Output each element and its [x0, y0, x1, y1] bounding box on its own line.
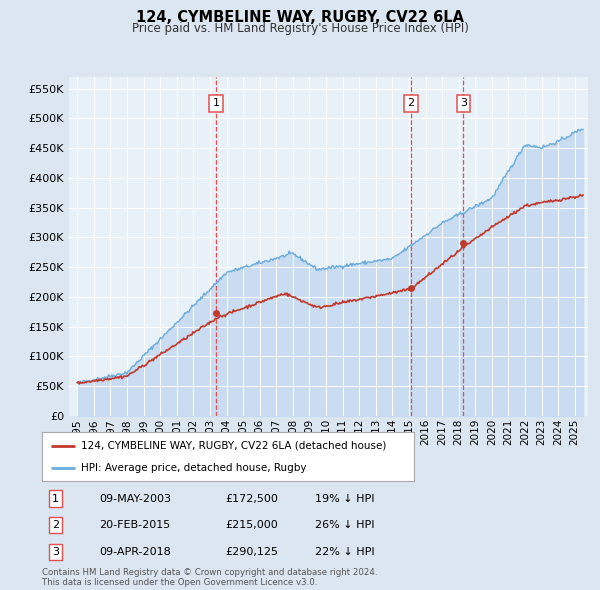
Text: 124, CYMBELINE WAY, RUGBY, CV22 6LA (detached house): 124, CYMBELINE WAY, RUGBY, CV22 6LA (det… — [81, 441, 386, 451]
Text: 2: 2 — [407, 99, 415, 109]
Text: 22% ↓ HPI: 22% ↓ HPI — [315, 547, 374, 556]
Text: 1: 1 — [212, 99, 220, 109]
Text: £290,125: £290,125 — [225, 547, 278, 556]
Text: Contains HM Land Registry data © Crown copyright and database right 2024.
This d: Contains HM Land Registry data © Crown c… — [42, 568, 377, 587]
Text: £172,500: £172,500 — [225, 494, 278, 503]
Text: 124, CYMBELINE WAY, RUGBY, CV22 6LA: 124, CYMBELINE WAY, RUGBY, CV22 6LA — [136, 10, 464, 25]
Text: 20-FEB-2015: 20-FEB-2015 — [99, 520, 170, 530]
Text: 26% ↓ HPI: 26% ↓ HPI — [315, 520, 374, 530]
Text: £215,000: £215,000 — [225, 520, 278, 530]
Text: 09-MAY-2003: 09-MAY-2003 — [99, 494, 171, 503]
Text: Price paid vs. HM Land Registry's House Price Index (HPI): Price paid vs. HM Land Registry's House … — [131, 22, 469, 35]
Text: 2: 2 — [52, 520, 59, 530]
Text: 09-APR-2018: 09-APR-2018 — [99, 547, 171, 556]
Text: HPI: Average price, detached house, Rugby: HPI: Average price, detached house, Rugb… — [81, 463, 307, 473]
Text: 1: 1 — [52, 494, 59, 503]
Text: 19% ↓ HPI: 19% ↓ HPI — [315, 494, 374, 503]
Text: 3: 3 — [460, 99, 467, 109]
Text: 3: 3 — [52, 547, 59, 556]
